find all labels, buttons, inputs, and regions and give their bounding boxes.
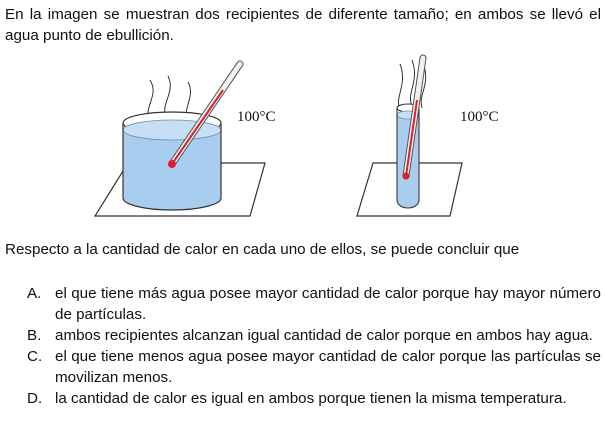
containers-illustration — [93, 54, 463, 217]
option-letter: B. — [27, 327, 42, 344]
option-text: la cantidad de calor es igual en ambos p… — [55, 390, 567, 407]
option-text: el que tiene menos agua posee mayor cant… — [55, 348, 601, 386]
left-water-surface — [122, 119, 222, 141]
intro-paragraph: En la imagen se muestran dos recipientes… — [5, 6, 601, 44]
right-temperature-label: 100°C — [460, 109, 499, 125]
option-text: ambos recipientes alcanzan igual cantida… — [55, 327, 593, 344]
answer-options: A. el que tiene más agua posee mayor can… — [27, 283, 601, 409]
left-temperature-label: 100°C — [237, 109, 276, 125]
option-letter: D. — [27, 390, 43, 407]
option-c[interactable]: C. el que tiene menos agua posee mayor c… — [27, 346, 601, 388]
option-d[interactable]: D. la cantidad de calor es igual en ambo… — [27, 388, 601, 409]
option-text: el que tiene más agua posee mayor cantid… — [55, 285, 601, 323]
option-a[interactable]: A. el que tiene más agua posee mayor can… — [27, 283, 601, 325]
option-letter: A. — [27, 285, 42, 302]
question-stem: Respecto a la cantidad de calor en cada … — [5, 241, 520, 258]
left-water-body — [123, 130, 221, 210]
option-letter: C. — [27, 348, 43, 365]
option-b[interactable]: B. ambos recipientes alcanzan igual cant… — [27, 325, 601, 346]
figure-containers: 100°C 100°C — [0, 50, 605, 230]
